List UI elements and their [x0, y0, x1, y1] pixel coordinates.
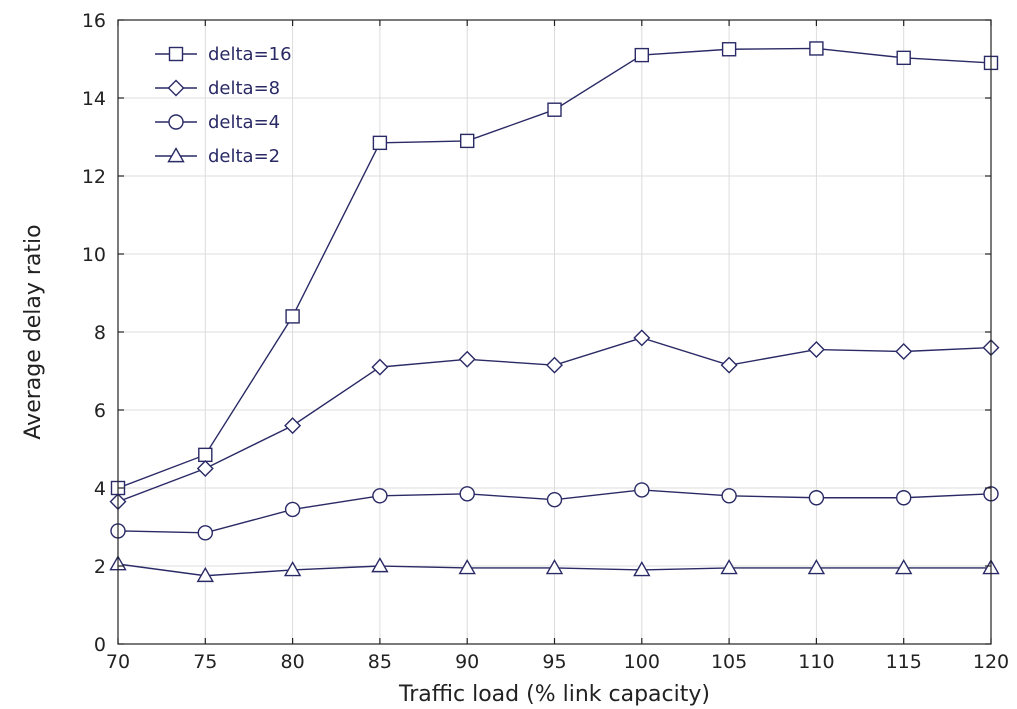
legend-entry: delta=4: [155, 112, 280, 133]
legend-entry: delta=2: [155, 146, 280, 167]
data-point: [720, 356, 738, 374]
data-point: [545, 559, 564, 575]
x-tick-label: 80: [281, 651, 305, 673]
data-point: [721, 488, 737, 504]
data-point: [198, 447, 213, 463]
x-tick-label: 95: [542, 651, 566, 673]
data-point: [896, 490, 912, 506]
series-circle: [110, 482, 999, 541]
legend-entry: delta=16: [155, 44, 292, 65]
legend-label: delta=8: [208, 78, 280, 99]
data-point: [894, 559, 913, 575]
data-point: [895, 343, 913, 360]
legend-label: delta=2: [208, 146, 280, 167]
data-point: [196, 460, 214, 477]
data-point: [372, 135, 388, 151]
x-tick-label: 115: [886, 651, 922, 673]
legend-label: delta=4: [208, 112, 280, 133]
x-axis-title: Traffic load (% link capacity): [398, 682, 710, 707]
data-point: [372, 488, 388, 504]
y-tick-label: 6: [94, 400, 106, 422]
data-point: [285, 309, 300, 324]
data-point: [633, 329, 651, 347]
data-point: [633, 560, 651, 577]
x-tick-label: 100: [624, 651, 660, 673]
y-tick-label: 4: [94, 478, 106, 500]
data-point: [284, 417, 302, 435]
series-diamond: [109, 329, 1000, 511]
data-point: [371, 358, 389, 376]
x-tick-label: 120: [973, 651, 1009, 673]
data-point: [720, 559, 738, 575]
data-point: [284, 501, 301, 518]
series-square: [110, 41, 999, 496]
data-point: [547, 102, 562, 117]
x-tick-label: 75: [193, 651, 217, 673]
data-point: [808, 490, 825, 506]
legend-entry: delta=8: [155, 78, 280, 99]
data-point: [634, 47, 649, 63]
data-point: [896, 50, 911, 66]
y-tick-label: 16: [82, 10, 106, 32]
legend-label: delta=16: [208, 44, 292, 65]
legend: delta=16 delta=8 delta=4 delta=2: [155, 44, 292, 167]
y-tick-label: 0: [94, 634, 106, 656]
x-tick-label: 90: [455, 651, 479, 673]
data-point: [546, 356, 563, 374]
data-point: [807, 341, 825, 359]
data-point: [196, 566, 215, 583]
y-axis-title: Average delay ratio: [21, 224, 46, 439]
data-point: [807, 559, 826, 575]
axis-ticks: 70 75 80 85 90 95 100 105 110 115 120 0 2 4 6 8 10 12 14 16: [82, 10, 1009, 673]
legend-marker: [168, 46, 184, 62]
legend-marker: [168, 114, 184, 130]
y-tick-label: 10: [82, 244, 106, 266]
data-point: [546, 492, 563, 508]
y-tick-label: 8: [94, 322, 106, 344]
data-point: [197, 525, 214, 541]
data-point: [459, 486, 475, 502]
data-point: [458, 350, 476, 368]
data-point: [721, 42, 737, 57]
data-point: [283, 560, 302, 577]
x-tick-label: 85: [368, 651, 392, 673]
data-point: [371, 557, 389, 573]
data-point: [458, 559, 476, 575]
x-tick-label: 70: [106, 651, 130, 673]
y-tick-label: 2: [94, 556, 106, 578]
x-tick-label: 105: [711, 651, 747, 673]
data-point: [634, 482, 650, 498]
data-point: [809, 41, 824, 56]
y-tick-label: 12: [82, 166, 106, 188]
x-tick-label: 110: [798, 651, 834, 673]
legend-marker: [167, 79, 185, 97]
data-point: [460, 133, 475, 149]
y-tick-label: 14: [82, 88, 106, 110]
legend-marker: [167, 147, 185, 163]
